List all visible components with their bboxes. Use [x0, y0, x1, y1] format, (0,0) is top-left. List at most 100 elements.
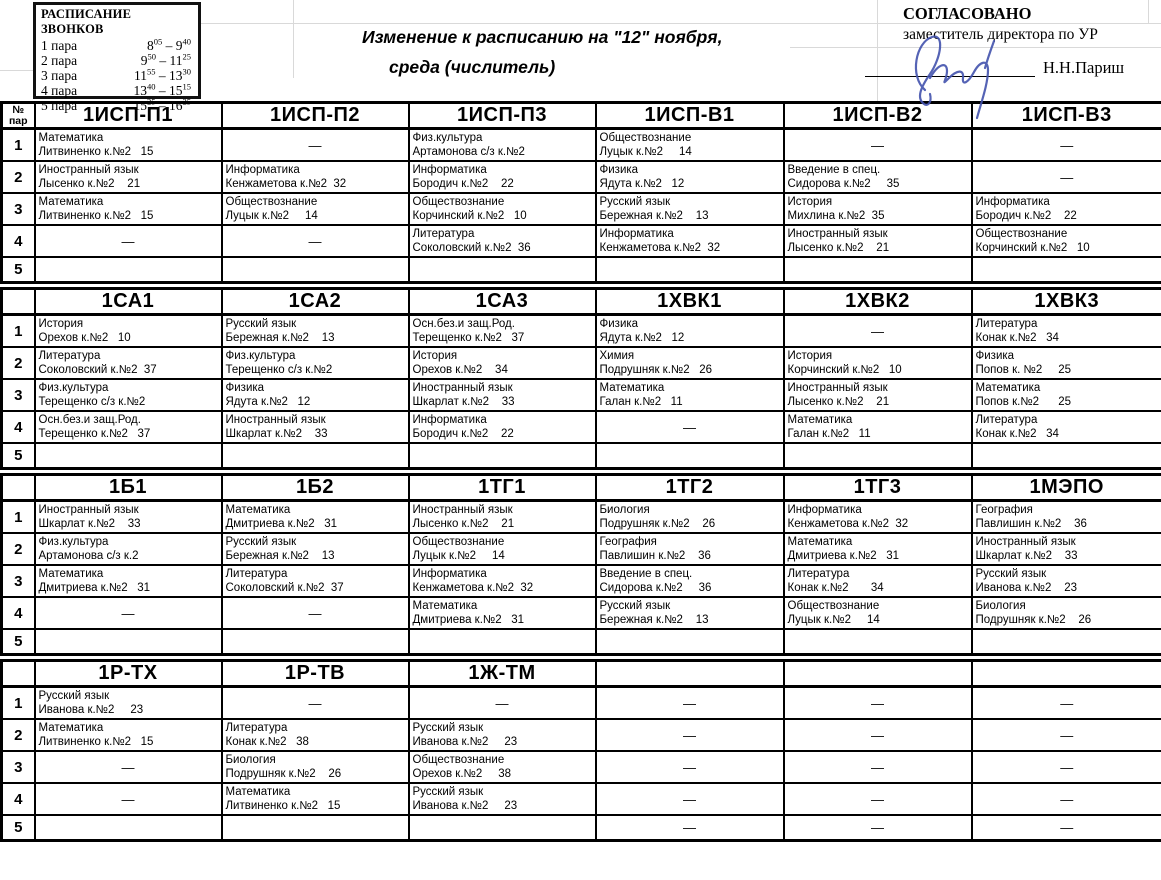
empty-cell: [220, 628, 410, 656]
schedule-block-2: 1СА1 1СА2 1СА3 1ХВК1 1ХВК2 1ХВК3 1 История Орехо…: [0, 287, 1161, 470]
lesson-cell: История Корчинский к.№2 10: [782, 346, 973, 380]
group-header: 1ТГ1: [407, 473, 597, 502]
lesson-cell: Литература Конак к.№2 34: [782, 564, 973, 598]
page-title-line1: Изменение к расписанию на "12" ноября,: [362, 27, 723, 47]
empty-cell: [782, 442, 973, 470]
bell-row: 4 пара 1340 – 1515: [41, 81, 191, 98]
empty-cell: [594, 442, 785, 470]
no-lesson-cell: —: [594, 685, 785, 720]
lesson-cell: История Орехов к.№2 34: [407, 346, 597, 380]
lesson-cell: Химия Подрушняк к.№2 26: [594, 346, 785, 380]
gridline-v: [1148, 0, 1149, 23]
lesson-cell: Информатика Кенжаметова к.№2 32: [594, 224, 785, 258]
lesson-cell: Математика Дмитриева к.№2 31: [33, 564, 223, 598]
group-header: 1ТГ2: [594, 473, 785, 502]
pair-number: 1: [0, 499, 36, 534]
bell-row: 3 пара 1155 – 1330: [41, 66, 191, 83]
group-header-empty: [594, 659, 785, 688]
no-lesson-cell: —: [33, 782, 223, 816]
no-lesson-cell: —: [782, 750, 973, 784]
pair-number: 3: [0, 564, 36, 598]
lesson-cell: Иностранный язык Шкарлат к.№2 33: [407, 378, 597, 412]
lesson-cell: Введение в спец. Сидорова к.№2 36: [594, 564, 785, 598]
empty-cell: [782, 256, 973, 284]
lesson-cell: Обществознание Луцык к.№2 14: [407, 532, 597, 566]
lesson-cell: Физ.культура Артамонова с/з к.2: [33, 532, 223, 566]
group-header-empty: [782, 659, 973, 688]
lesson-cell: Биология Подрушняк к.№2 26: [594, 499, 785, 534]
pair-number: 5: [0, 814, 36, 842]
lesson-cell: Литература Соколовский к.№2 37: [33, 346, 223, 380]
empty-cell: [33, 628, 223, 656]
no-lesson-cell: —: [594, 410, 785, 444]
no-lesson-cell: —: [220, 685, 410, 720]
bell-schedule-title: РАСПИСАНИЕ ЗВОНКОВ: [41, 7, 132, 36]
lesson-cell: Иностранный язык Лысенко к.№2 21: [33, 160, 223, 194]
group-header: 1Ж-ТМ: [407, 659, 597, 688]
lesson-cell: Русский язык Бережная к.№2 13: [594, 192, 785, 226]
no-lesson-cell: —: [594, 814, 785, 842]
no-lesson-cell: —: [33, 596, 223, 630]
lesson-cell: Информатика Бородич к.№2 22: [407, 410, 597, 444]
group-header: 1Б2: [220, 473, 410, 502]
empty-cell: [970, 442, 1161, 470]
pair-number: 3: [0, 192, 36, 226]
no-lesson-cell: —: [33, 750, 223, 784]
lesson-cell: Математика Дмитриева к.№2 31: [782, 532, 973, 566]
no-lesson-cell: —: [594, 782, 785, 816]
no-lesson-cell: —: [970, 814, 1161, 842]
lesson-cell: География Павлишин к.№2 36: [594, 532, 785, 566]
pair-number: 1: [0, 685, 36, 720]
group-header: 1ИСП-В2: [782, 101, 973, 130]
bell-schedule-box: РАСПИСАНИЕ ЗВОНКОВ 1 пара 805 – 940 2 пара…: [33, 2, 201, 113]
empty-cell: [970, 628, 1161, 656]
group-header: 1Р-ТВ: [220, 659, 410, 688]
lesson-cell: Русский язык Иванова к.№2 23: [970, 564, 1161, 598]
gridline-h: [188, 23, 1161, 24]
lesson-cell: Иностранный язык Лысенко к.№2 21: [782, 378, 973, 412]
lesson-cell: Обществознание Луцык к.№2 14: [594, 127, 785, 162]
pair-number: 5: [0, 256, 36, 284]
lesson-cell: Физика Попов к. №2 25: [970, 346, 1161, 380]
pair-number: 5: [0, 442, 36, 470]
pair-number: 4: [0, 410, 36, 444]
empty-cell: [594, 628, 785, 656]
lesson-cell: Русский язык Бережная к.№2 13: [220, 532, 410, 566]
schedule-block-3: 1Б1 1Б2 1ТГ1 1ТГ2 1ТГ3 1МЭПО 1 Иностранный язык…: [0, 473, 1161, 656]
lesson-cell: Иностранный язык Шкарлат к.№2 33: [220, 410, 410, 444]
lesson-cell: Математика Галан к.№2 11: [594, 378, 785, 412]
lesson-cell: Информатика Кенжаметова к.№2 32: [407, 564, 597, 598]
pair-number: 2: [0, 160, 36, 194]
pair-number-column-header: [0, 287, 36, 316]
schedule-block-1: № пар 1ИСП-П1 1ИСП-П2 1ИСП-П3 1ИСП-В1 1ИСП-В2 1…: [0, 101, 1161, 284]
empty-cell: [782, 628, 973, 656]
empty-cell: [407, 256, 597, 284]
pair-number-column-header: [0, 473, 36, 502]
lesson-cell: Введение в спец. Сидорова к.№2 35: [782, 160, 973, 194]
group-header: 1ИСП-В1: [594, 101, 785, 130]
pair-number: 4: [0, 782, 36, 816]
no-lesson-cell: —: [594, 750, 785, 784]
gridline-h: [790, 47, 1161, 48]
lesson-cell: Литература Соколовский к.№2 36: [407, 224, 597, 258]
page-header: РАСПИСАНИЕ ЗВОНКОВ 1 пара 805 – 940 2 пара…: [0, 0, 1161, 120]
empty-cell: [220, 256, 410, 284]
page-title-line2: среда (числитель): [389, 57, 556, 77]
group-header: 1СА2: [220, 287, 410, 316]
no-lesson-cell: —: [782, 127, 973, 162]
approved-role: заместитель директора по УР: [903, 26, 1098, 43]
lesson-cell: Иностранный язык Лысенко к.№2 21: [782, 224, 973, 258]
lesson-cell: Биология Подрушняк к.№2 26: [220, 750, 410, 784]
no-lesson-cell: —: [970, 750, 1161, 784]
pair-number: 2: [0, 718, 36, 752]
no-lesson-cell: —: [782, 313, 973, 348]
pair-number-column-header: № пар: [0, 101, 36, 130]
lesson-cell: Русский язык Бережная к.№2 13: [220, 313, 410, 348]
empty-cell: [33, 442, 223, 470]
empty-cell: [33, 256, 223, 284]
pair-number: 4: [0, 596, 36, 630]
gridline-h: [0, 70, 33, 71]
lesson-cell: Иностранный язык Шкарлат к.№2 33: [970, 532, 1161, 566]
lesson-cell: Литература Конак к.№2 34: [970, 313, 1161, 348]
empty-cell: [970, 256, 1161, 284]
